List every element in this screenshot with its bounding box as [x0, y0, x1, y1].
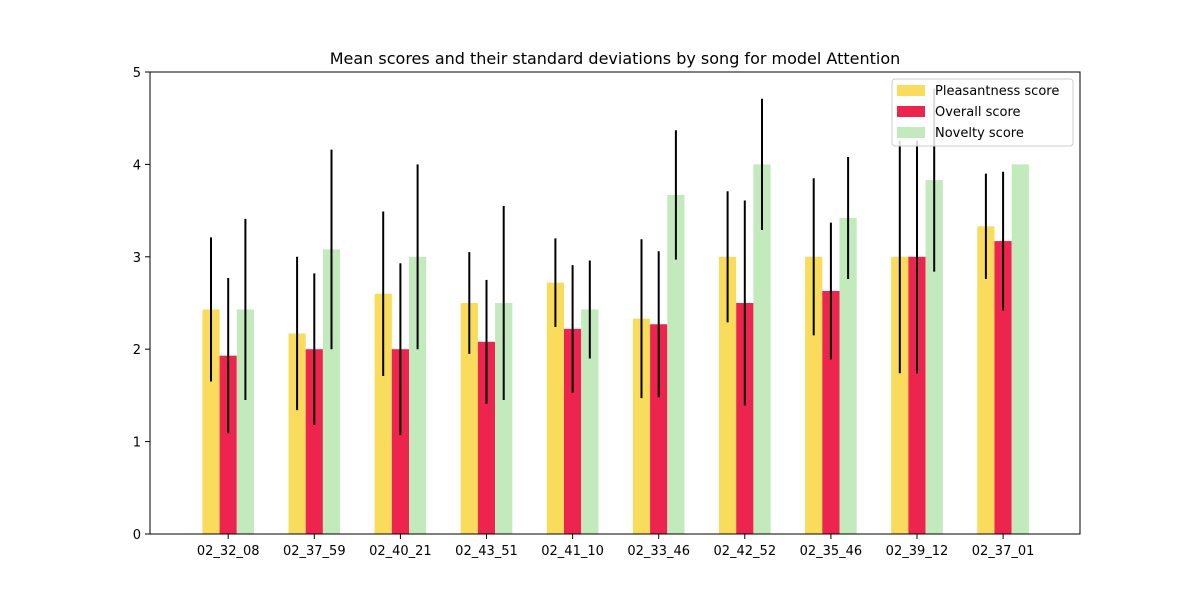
legend-label-1: Pleasantness score — [935, 84, 1059, 99]
bar-3-02_41_10 — [581, 309, 599, 534]
x-axis: 02_32_08 02_37_59 02_40_21 02_43_51 02_41_10… — [197, 534, 1035, 559]
legend-box — [891, 78, 1074, 147]
x-tick-label: 02_35_46 — [800, 544, 863, 559]
bar-3-02_37_01 — [1011, 164, 1029, 534]
bar-2-02_39_12 — [908, 256, 926, 534]
bar-3-02_39_12 — [925, 180, 943, 535]
bar-3-02_35_46 — [839, 217, 857, 535]
bar-1-02_37_01 — [977, 226, 995, 534]
bar-3-02_43_51 — [495, 303, 513, 534]
x-tick-label: 02_41_10 — [541, 544, 604, 559]
bar-3-02_33_46 — [667, 194, 685, 534]
y-axis: 0 1 2 3 4 5 — [133, 66, 150, 543]
error-bars-layer — [210, 88, 1005, 436]
bar-1-02_40_21 — [374, 293, 392, 534]
legend: Pleasantness score Overall score Novelty s… — [891, 78, 1074, 147]
y-tick-label: 4 — [133, 158, 141, 173]
bar-3-02_32_08 — [236, 309, 254, 534]
legend-swatch-2 — [897, 106, 925, 117]
x-tick-label: 02_39_12 — [886, 544, 949, 559]
legend-label-3: Novelty score — [935, 126, 1024, 141]
bar-1-02_33_46 — [632, 318, 651, 534]
bar-1-02_37_59 — [288, 333, 306, 534]
x-tick-label: 02_40_21 — [369, 544, 432, 559]
y-tick-label: 0 — [133, 528, 141, 543]
bar-1-02_41_10 — [546, 282, 564, 534]
x-tick-label: 02_42_52 — [713, 544, 776, 559]
bar-1-02_42_52 — [719, 256, 737, 534]
plot-frame — [149, 71, 1081, 535]
bar-2-02_35_46 — [822, 290, 840, 534]
bar-2-02_32_08 — [219, 355, 237, 534]
x-tick-label: 02_37_59 — [283, 544, 346, 559]
bars-layer — [202, 164, 1029, 535]
bar-1-02_39_12 — [891, 256, 909, 534]
bar-1-02_43_51 — [460, 303, 478, 534]
bar-2-02_41_10 — [564, 328, 582, 534]
bar-3-02_40_21 — [409, 256, 427, 534]
bar-2-02_37_59 — [305, 349, 323, 534]
y-tick-label: 2 — [133, 343, 141, 358]
bar-3-02_42_52 — [753, 164, 771, 534]
x-tick-label: 02_43_51 — [455, 544, 518, 559]
x-tick-label: 02_33_46 — [627, 544, 690, 559]
y-tick-label: 3 — [133, 251, 141, 266]
bar-3-02_37_59 — [322, 249, 341, 534]
legend-swatch-1 — [897, 85, 925, 96]
bar-1-02_32_08 — [202, 309, 220, 534]
bar-2-02_42_52 — [736, 303, 754, 534]
chart-title: Mean scores and their standard deviation… — [330, 49, 901, 68]
bar-2-02_43_51 — [477, 341, 496, 534]
x-tick-label: 02_32_08 — [197, 544, 260, 559]
y-tick-label: 1 — [133, 436, 141, 451]
bar-2-02_33_46 — [650, 324, 668, 534]
legend-swatch-3 — [897, 127, 925, 138]
bar-2-02_40_21 — [391, 349, 409, 534]
legend-label-2: Overall score — [935, 105, 1021, 120]
bar-1-02_35_46 — [805, 256, 823, 534]
bar-2-02_37_01 — [994, 241, 1012, 534]
x-tick-label: 02_37_01 — [972, 544, 1035, 559]
y-tick-label: 5 — [133, 66, 141, 81]
